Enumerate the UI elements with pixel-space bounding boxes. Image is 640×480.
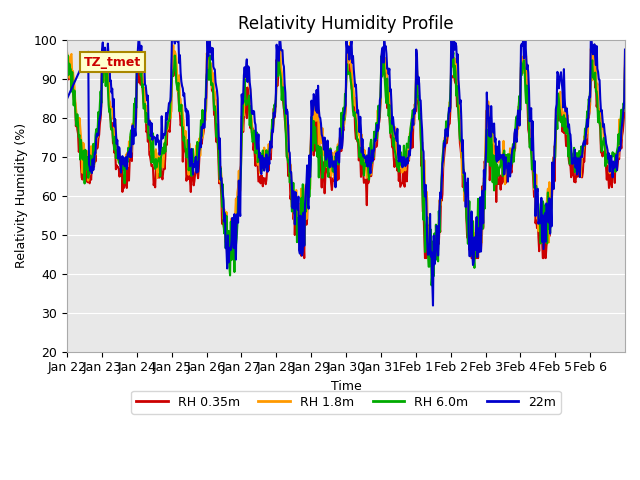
- RH 1.8m: [346, 40, 354, 46]
- Line: RH 1.8m: RH 1.8m: [67, 43, 625, 242]
- 22m: [232, 257, 240, 263]
- 22m: [129, 122, 136, 128]
- RH 6.0m: [428, 282, 435, 288]
- Legend: RH 0.35m, RH 1.8m, RH 6.0m, 22m: RH 0.35m, RH 1.8m, RH 6.0m, 22m: [131, 391, 561, 414]
- RH 6.0m: [621, 65, 629, 71]
- RH 0.35m: [129, 129, 136, 134]
- RH 1.8m: [621, 48, 629, 54]
- RH 0.35m: [223, 255, 231, 261]
- Y-axis label: Relativity Humidity (%): Relativity Humidity (%): [15, 123, 28, 268]
- RH 1.8m: [63, 50, 71, 56]
- RH 6.0m: [281, 106, 289, 112]
- RH 6.0m: [63, 74, 71, 80]
- Line: RH 6.0m: RH 6.0m: [67, 50, 625, 285]
- RH 0.35m: [281, 114, 289, 120]
- RH 1.8m: [405, 156, 413, 162]
- 22m: [135, 37, 143, 43]
- RH 6.0m: [404, 145, 412, 151]
- RH 6.0m: [259, 148, 267, 154]
- RH 6.0m: [436, 192, 444, 197]
- RH 6.0m: [231, 221, 239, 227]
- Line: 22m: 22m: [67, 40, 625, 306]
- RH 0.35m: [436, 229, 444, 235]
- RH 1.8m: [281, 105, 289, 110]
- RH 1.8m: [222, 240, 230, 245]
- 22m: [436, 190, 444, 195]
- RH 0.35m: [63, 54, 71, 60]
- RH 0.35m: [621, 63, 629, 69]
- RH 0.35m: [232, 210, 240, 216]
- 22m: [260, 155, 268, 161]
- 22m: [621, 47, 629, 52]
- RH 0.35m: [405, 158, 413, 164]
- 22m: [281, 81, 289, 86]
- Text: TZ_tmet: TZ_tmet: [84, 56, 141, 69]
- RH 0.35m: [260, 175, 268, 181]
- X-axis label: Time: Time: [331, 380, 362, 393]
- RH 6.0m: [129, 127, 136, 133]
- RH 1.8m: [129, 121, 136, 127]
- RH 1.8m: [232, 196, 240, 202]
- Title: Relativity Humidity Profile: Relativity Humidity Profile: [238, 15, 454, 33]
- 22m: [429, 303, 437, 309]
- RH 6.0m: [275, 48, 283, 53]
- RH 0.35m: [380, 46, 387, 52]
- 22m: [63, 96, 71, 101]
- RH 1.8m: [260, 168, 268, 173]
- RH 1.8m: [436, 203, 444, 208]
- 22m: [404, 156, 412, 161]
- Line: RH 0.35m: RH 0.35m: [67, 49, 625, 258]
